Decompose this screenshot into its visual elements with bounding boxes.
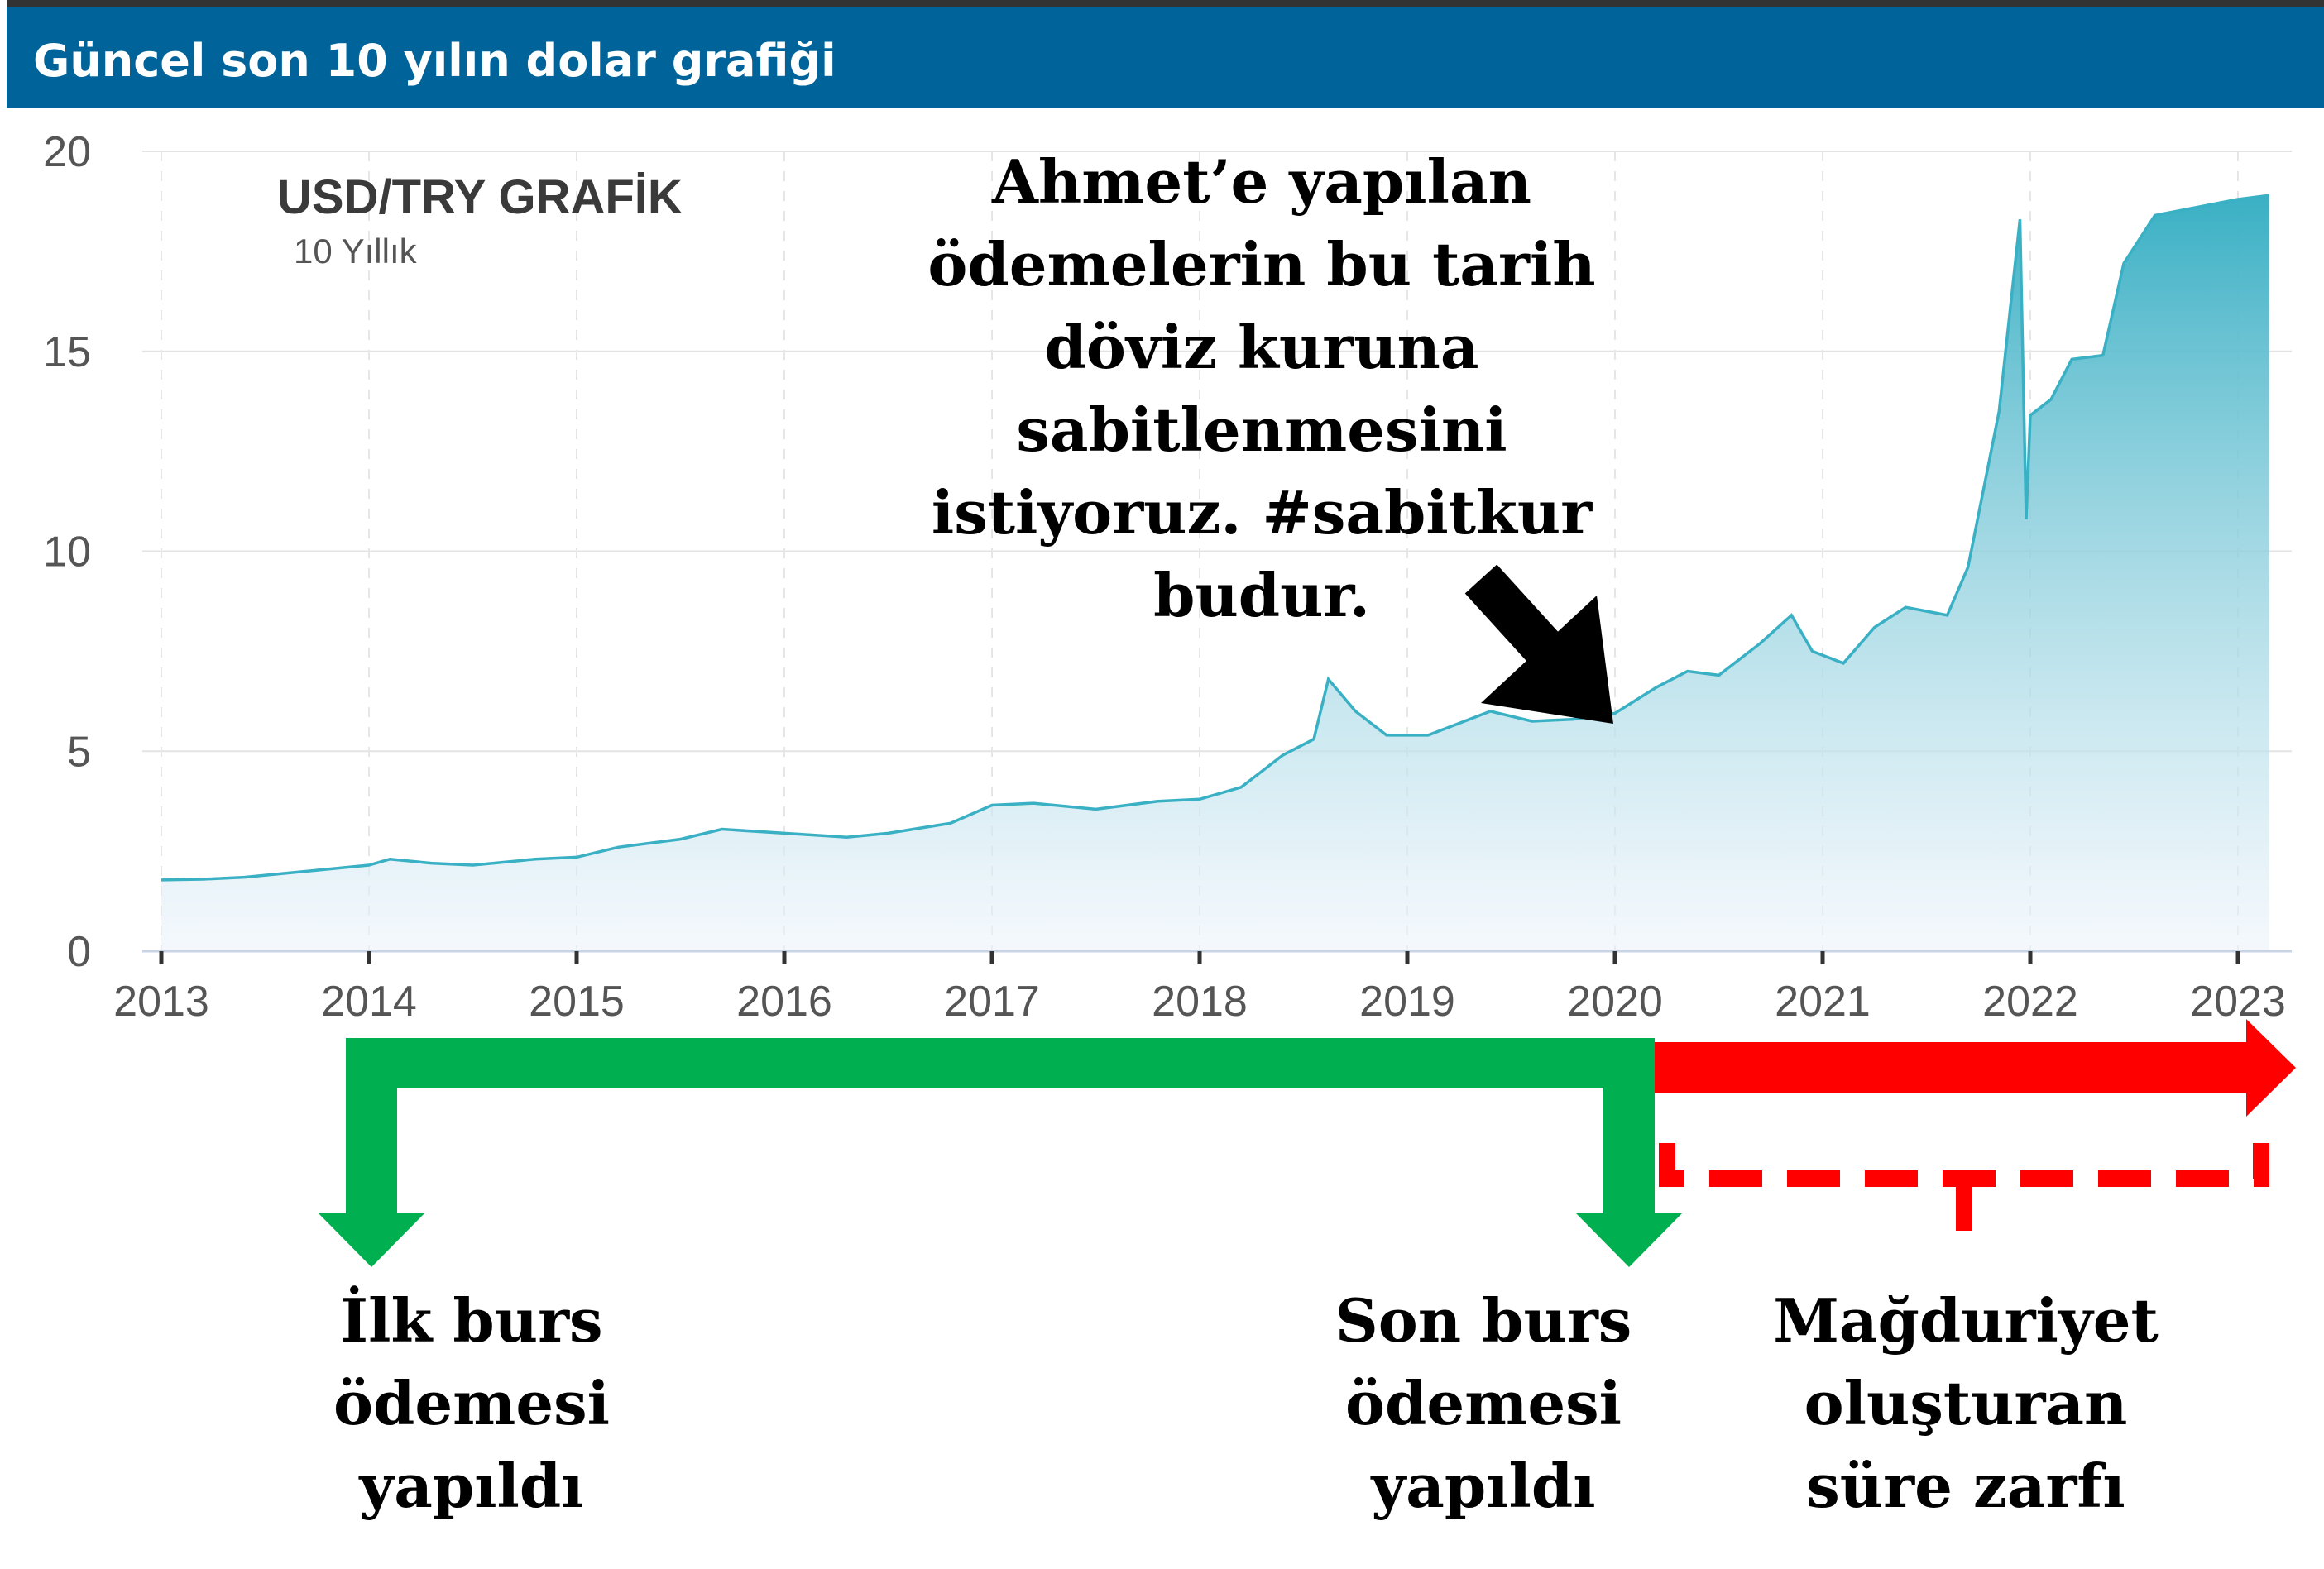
annotation-line: ödemelerin bu tarih [927,229,1595,299]
chart-title: USD/TRY GRAFİK [277,170,683,224]
svg-text:Son burs: Son burs [1335,1285,1632,1356]
y-tick-label: 10 [43,529,91,576]
svg-text:yapıldı: yapıldı [358,1451,583,1521]
annotation-line: budur. [1153,560,1370,630]
x-tick-label: 2019 [1359,978,1455,1026]
header-bar [7,7,2324,108]
annotation-line: istiyoruz. #sabitkur [932,477,1593,548]
first-payment-label: İlk burs ödemesi yapıldı [333,1284,610,1521]
x-tick-label: 2015 [529,978,625,1026]
x-tick-label: 2016 [736,978,832,1026]
svg-text:süre zarfı: süre zarfı [1806,1451,2125,1521]
x-tick-label: 2014 [321,978,417,1026]
svg-text:ödemesi: ödemesi [333,1368,610,1438]
svg-text:Mağduriyet: Mağduriyet [1773,1285,2159,1356]
x-tick-label: 2022 [1982,978,2078,1026]
svg-text:yapıldı: yapıldı [1370,1451,1595,1521]
usd-try-chart: 0 5 10 15 20 2013 2014 2015 2016 2017 2018 2019 2020… [43,128,2292,1026]
annotation-line: sabitlenmesini [1016,395,1507,465]
y-tick-label: 5 [67,728,91,776]
header-top-border [7,0,2324,7]
header-title: Güncel son 10 yılın dolar grafiği [33,35,836,87]
damage-period-label: Mağduriyet oluşturan süre zarfı [1773,1285,2159,1521]
y-tick-label: 0 [67,928,91,976]
x-tick-label: 2023 [2190,978,2286,1026]
axes: 0 5 10 15 20 2013 2014 2015 2016 2017 2018 2019 2020… [43,128,2292,1026]
x-tick-label: 2017 [944,978,1040,1026]
svg-text:İlk burs: İlk burs [340,1284,602,1356]
y-tick-label: 15 [43,328,91,376]
series-line [161,194,2269,882]
x-tick-label: 2018 [1152,978,1248,1026]
svg-text:ödemesi: ödemesi [1345,1368,1622,1438]
chart-subtitle: 10 Yıllık [294,232,418,270]
x-tick-label: 2020 [1567,978,1663,1026]
green-bracket-icon [319,1038,1682,1267]
black-arrow-icon [1464,564,1613,724]
annotation-line: döviz kuruna [1044,312,1478,382]
annotation-line: Ahmet’e yapılan [991,146,1531,217]
x-tick-label: 2013 [113,978,209,1026]
red-dashed-bracket-icon [1659,1143,2269,1231]
annotation-text: Ahmet’e yapılan ödemelerin bu tarih dövi… [927,146,1595,630]
series-area [161,195,2269,951]
last-payment-label: Son burs ödemesi yapıldı [1335,1285,1632,1521]
x-tick-label: 2021 [1775,978,1871,1026]
red-arrow-icon [1655,1019,2296,1117]
y-tick-label: 20 [43,128,91,176]
svg-text:oluşturan: oluşturan [1804,1368,2128,1438]
